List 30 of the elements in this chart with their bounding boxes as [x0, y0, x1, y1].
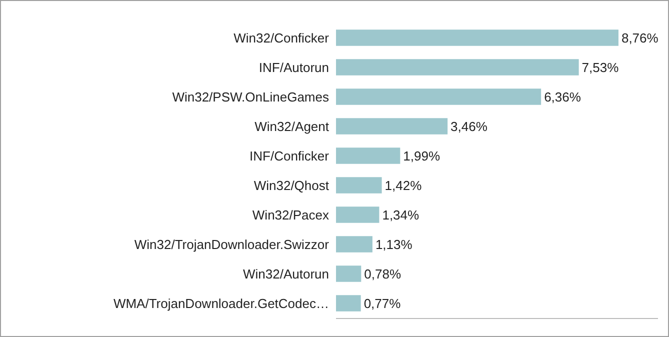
y-tick-label: Win32/PSW.OnLineGames [172, 89, 330, 104]
bar [336, 266, 362, 282]
y-tick-label: WMA/TrojanDownloader.GetCodec… [113, 296, 329, 311]
data-label: 1,13% [375, 236, 413, 252]
data-label: 1,42% [384, 178, 422, 193]
data-label: 0,77% [364, 296, 402, 311]
data-label: 3,46% [450, 118, 488, 134]
y-tick-label: Win32/Pacex [252, 207, 330, 222]
bar [336, 206, 380, 223]
data-label: 0,78% [364, 266, 402, 282]
bar [336, 236, 372, 252]
data-label: 7,53% [582, 60, 620, 75]
bar [336, 118, 448, 134]
y-tick-label: Win32/Qhost [254, 178, 330, 193]
y-tick-label: Win32/Agent [254, 118, 330, 134]
y-tick-label: Win32/Autorun [243, 266, 329, 282]
y-tick-label: INF/Autorun [258, 60, 329, 75]
data-label: 8,76% [621, 30, 659, 46]
bar [336, 295, 361, 312]
bar [336, 59, 579, 76]
bar [336, 148, 400, 164]
y-tick-label: INF/Conficker [250, 148, 330, 164]
data-label: 1,99% [403, 148, 440, 164]
bar [336, 88, 542, 105]
data-label: 6,36% [544, 89, 582, 104]
y-tick-label: Win32/TrojanDownloader.Swizzor [134, 236, 330, 252]
bar [336, 30, 618, 46]
bar [336, 177, 382, 194]
data-label: 1,34% [382, 207, 420, 222]
y-tick-label: Win32/Conficker [234, 30, 330, 46]
